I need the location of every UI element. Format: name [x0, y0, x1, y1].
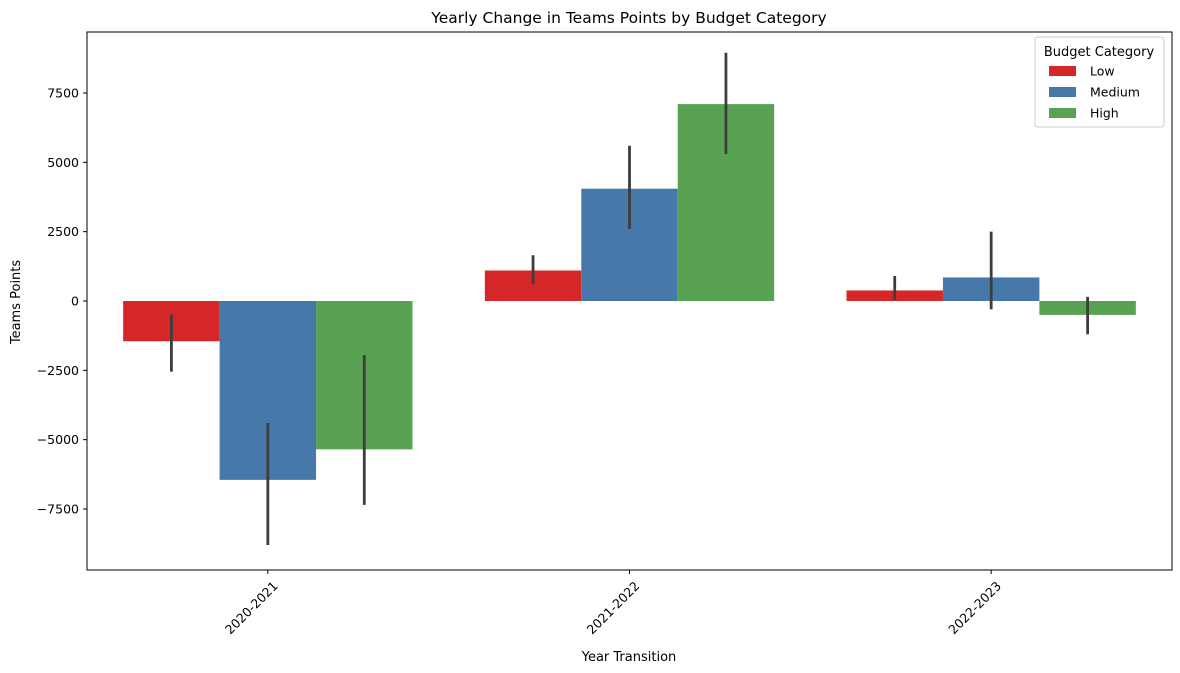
y-tick-label: 7500 [47, 86, 79, 101]
legend-swatch-high [1049, 108, 1076, 118]
x-axis-label: Year Transition [581, 650, 677, 665]
legend-label-low: Low [1090, 64, 1115, 79]
plot-area: −7500 −5000 −2500 0 2500 5000 7500 2020-2021 202… [37, 31, 1173, 637]
legend-label-high: High [1090, 106, 1119, 121]
chart-title: Yearly Change in Teams Points by Budget … [430, 9, 826, 27]
y-axis-label: Teams Points [9, 260, 24, 346]
x-tick-label: 2021-2022 [584, 578, 643, 637]
x-tick-label: 2020-2021 [222, 578, 281, 637]
legend-label-medium: Medium [1090, 85, 1140, 100]
legend-frame [1034, 36, 1165, 128]
y-tick-label: −2500 [37, 363, 79, 378]
legend: Budget Category Low Medium High [1034, 36, 1165, 128]
y-tick-label: 2500 [47, 224, 79, 239]
y-tick-label: 0 [71, 294, 79, 309]
legend-swatch-low [1049, 66, 1076, 76]
legend-title: Budget Category [1044, 45, 1155, 60]
legend-swatch-medium [1049, 87, 1076, 97]
y-tick-label: −5000 [37, 432, 79, 447]
y-tick-label: 5000 [47, 155, 79, 170]
x-tick-label: 2022-2023 [945, 578, 1004, 637]
y-tick-label: −7500 [37, 501, 79, 516]
